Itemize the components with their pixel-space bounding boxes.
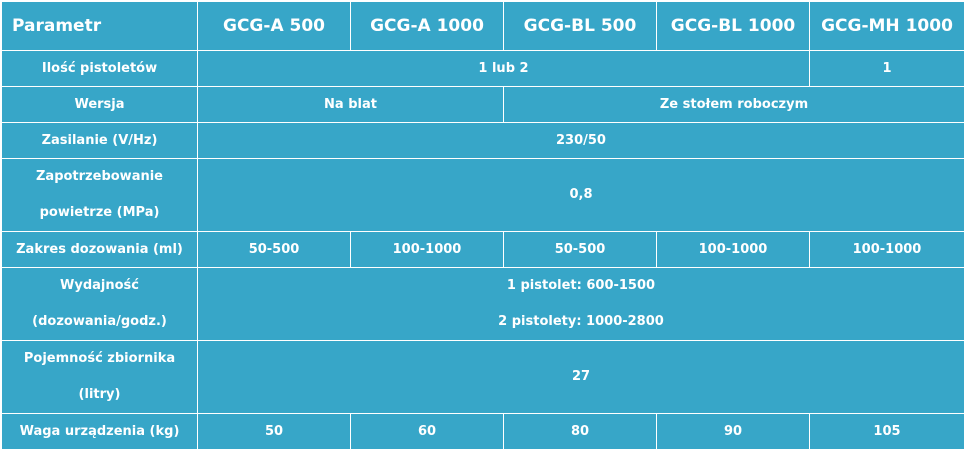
cell-value: 105 [809, 413, 965, 450]
cell-value: 1 pistolet: 600-1500 2 pistolety: 1000-2… [197, 267, 965, 341]
header-parameter: Parametr [1, 1, 198, 51]
cell-value: 230/50 [197, 122, 965, 159]
row-label: Zapotrzebowanie powietrze (MPa) [1, 158, 198, 232]
row-label: Zakres dozowania (ml) [1, 231, 198, 268]
cell-value: 100-1000 [656, 231, 810, 268]
header-gcg-a-500: GCG-A 500 [197, 1, 351, 51]
row-label: Pojemność zbiornika (litry) [1, 340, 198, 414]
cell-value: 0,8 [197, 158, 965, 232]
cell-value: 1 lub 2 [197, 50, 810, 87]
row-label-line: Pojemność zbiornika [23, 351, 176, 366]
table-row-weight: Waga urządzenia (kg) 50 60 80 90 105 [1, 413, 965, 450]
row-label-line: Zapotrzebowanie [36, 169, 163, 184]
cell-value: 100-1000 [350, 231, 504, 268]
cell-value: 50-500 [503, 231, 657, 268]
header-gcg-mh-1000: GCG-MH 1000 [809, 1, 965, 51]
row-label: Zasilanie (V/Hz) [1, 122, 198, 159]
cell-value: 50-500 [197, 231, 351, 268]
row-label-line: (dozowania/godz.) [32, 314, 167, 329]
row-label-line: Wydajność [60, 278, 139, 293]
table-row-power: Zasilanie (V/Hz) 230/50 [1, 122, 965, 159]
row-label: Ilość pistoletów [1, 50, 198, 87]
cell-value-line: 2 pistolety: 1000-2800 [498, 314, 664, 329]
table-row-dosing: Zakres dozowania (ml) 50-500 100-1000 50… [1, 231, 965, 268]
cell-value: 50 [197, 413, 351, 450]
cell-value: 100-1000 [809, 231, 965, 268]
cell-value: 90 [656, 413, 810, 450]
table-row-version: Wersja Na blat Ze stołem roboczym [1, 86, 965, 123]
row-label-line: (litry) [78, 387, 121, 402]
table-row-pistols: Ilość pistoletów 1 lub 2 1 [1, 50, 965, 87]
header-row: Parametr GCG-A 500 GCG-A 1000 GCG-BL 500… [1, 1, 965, 51]
cell-value: 1 [809, 50, 965, 87]
row-label: Wersja [1, 86, 198, 123]
table-row-air: Zapotrzebowanie powietrze (MPa) 0,8 [1, 158, 965, 232]
header-gcg-bl-1000: GCG-BL 1000 [656, 1, 810, 51]
row-label: Wydajność (dozowania/godz.) [1, 267, 198, 341]
header-gcg-bl-500: GCG-BL 500 [503, 1, 657, 51]
cell-value: Ze stołem roboczym [503, 86, 965, 123]
cell-value-line: 1 pistolet: 600-1500 [506, 278, 656, 293]
cell-value: 27 [197, 340, 965, 414]
cell-value: 80 [503, 413, 657, 450]
row-label-line: powietrze (MPa) [39, 205, 160, 220]
cell-value: 60 [350, 413, 504, 450]
cell-value: Na blat [197, 86, 504, 123]
row-label: Waga urządzenia (kg) [1, 413, 198, 450]
table-row-output: Wydajność (dozowania/godz.) 1 pistolet: … [1, 267, 965, 341]
table-row-tank: Pojemność zbiornika (litry) 27 [1, 340, 965, 414]
header-gcg-a-1000: GCG-A 1000 [350, 1, 504, 51]
